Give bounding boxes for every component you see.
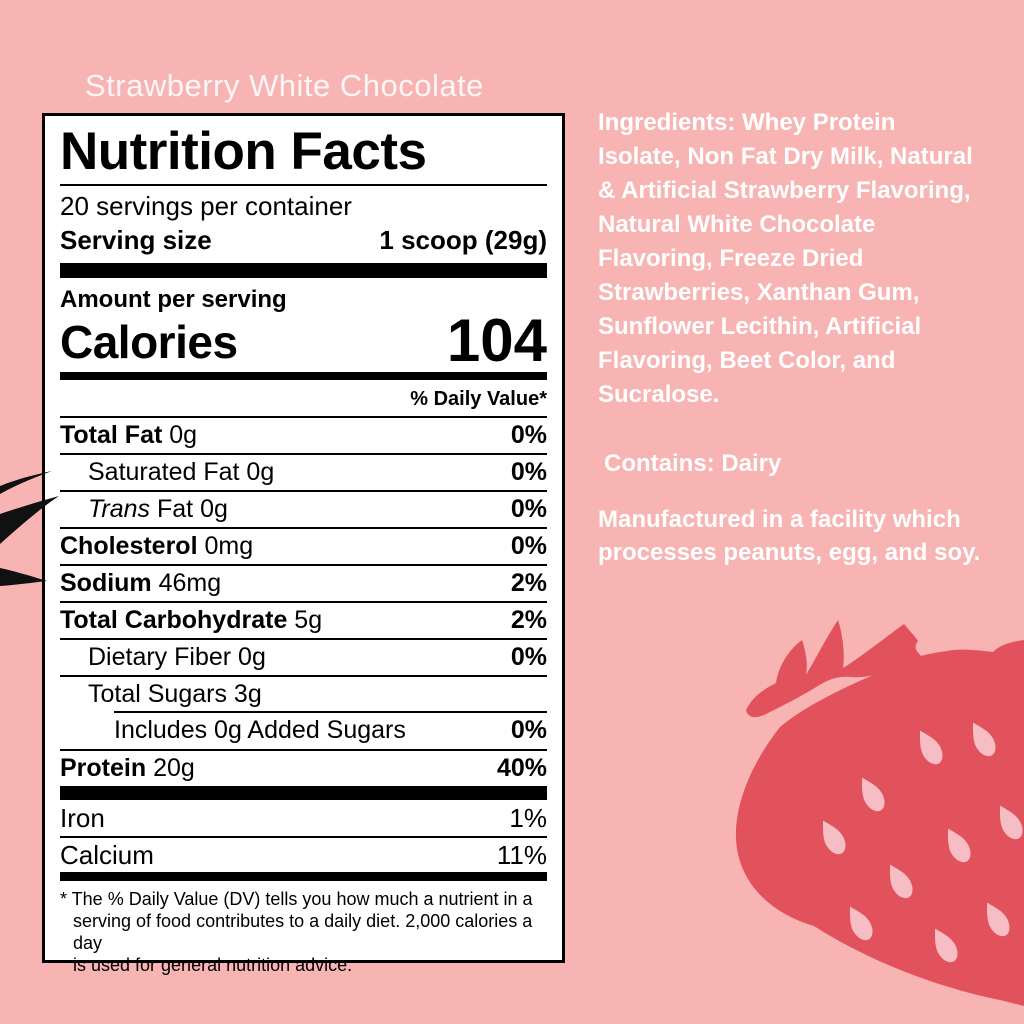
strawberry-illustration xyxy=(735,620,1024,1006)
daily-value-header: % Daily Value* xyxy=(410,388,547,410)
mineral-row-calcium: Calcium 11% xyxy=(60,836,547,872)
divider-thin xyxy=(60,184,547,186)
serving-size-value: 1 scoop (29g) xyxy=(379,225,547,255)
strawberry-crown xyxy=(746,620,921,718)
ingredient-line: Flavoring, Beet Color, and xyxy=(598,347,896,374)
footnote-line: is used for general nutrition advice. xyxy=(73,955,353,975)
ingredient-line: Flavoring, Freeze Dried xyxy=(598,245,864,272)
allergen-line: Manufactured in a facility which xyxy=(598,506,961,533)
serving-size-label: Serving size xyxy=(60,225,212,255)
contains-statement: Contains: Dairy xyxy=(604,450,782,477)
footnote: * The % Daily Value (DV) tells you how m… xyxy=(60,888,547,976)
allergen-line: processes peanuts, egg, and soy. xyxy=(598,539,981,566)
strawberry-body xyxy=(735,640,1024,1006)
calories-label: Calories xyxy=(60,316,238,368)
nutrition-row-cholesterol: Cholesterol 0mg 0% xyxy=(60,527,547,564)
nutrition-row-total-fat: Total Fat 0g 0% xyxy=(60,416,547,453)
calories-row: Calories 104 xyxy=(60,307,547,374)
serving-size-row: Serving size 1 scoop (29g) xyxy=(60,223,547,257)
ingredients-paragraph: Ingredients: Whey Protein Isolate, Non F… xyxy=(598,106,1018,412)
amount-per-serving-label: Amount per serving xyxy=(60,286,287,313)
splash-decoration xyxy=(0,471,59,586)
flavor-title: Strawberry White Chocolate xyxy=(85,68,484,103)
divider-bar-thick xyxy=(60,263,547,278)
divider-bar-bottom xyxy=(60,872,547,881)
nutrition-row-added-sugars: Includes 0g Added Sugars 0% xyxy=(60,711,547,749)
ingredient-line: Isolate, Non Fat Dry Milk, Natural xyxy=(598,143,973,170)
divider-bar-thick xyxy=(60,786,547,800)
nutrition-row-sodium: Sodium 46mg 2% xyxy=(60,564,547,601)
calories-value: 104 xyxy=(446,307,547,374)
nutrition-row-saturated-fat: Saturated Fat 0g 0% xyxy=(60,453,547,490)
nutrition-facts-title: Nutrition Facts xyxy=(60,122,427,181)
ingredient-line: Strawberries, Xanthan Gum, xyxy=(598,279,920,306)
ingredient-line: & Artificial Strawberry Flavoring, xyxy=(598,177,971,204)
footnote-line: * The % Daily Value (DV) tells you how m… xyxy=(60,889,533,909)
ingredient-line: Ingredients: Whey Protein xyxy=(598,109,896,136)
servings-per-container: 20 servings per container xyxy=(60,191,352,221)
ingredient-line: Natural White Chocolate xyxy=(598,211,876,238)
ingredient-line: Sunflower Lecithin, Artificial xyxy=(598,313,922,340)
allergen-statement: Manufactured in a facility which process… xyxy=(598,503,1018,569)
ingredient-line: Sucralose. xyxy=(598,381,720,408)
nutrition-row-total-sugars: Total Sugars 3g xyxy=(60,675,547,712)
nutrition-row-dietary-fiber: Dietary Fiber 0g 0% xyxy=(60,638,547,675)
divider-bar-medium xyxy=(60,372,547,380)
nutrition-row-total-carbohydrate: Total Carbohydrate 5g 2% xyxy=(60,601,547,638)
mineral-row-iron: Iron 1% xyxy=(60,802,547,833)
nutrition-row-protein: Protein 20g 40% xyxy=(60,749,547,786)
ingredients-panel: Ingredients: Whey Protein Isolate, Non F… xyxy=(598,106,1018,569)
footnote-line: serving of food contributes to a daily d… xyxy=(73,911,533,953)
nutrition-label: Nutrition Facts 20 servings per containe… xyxy=(42,113,565,975)
nutrition-row-trans-fat: Trans Fat 0g 0% xyxy=(60,490,547,527)
